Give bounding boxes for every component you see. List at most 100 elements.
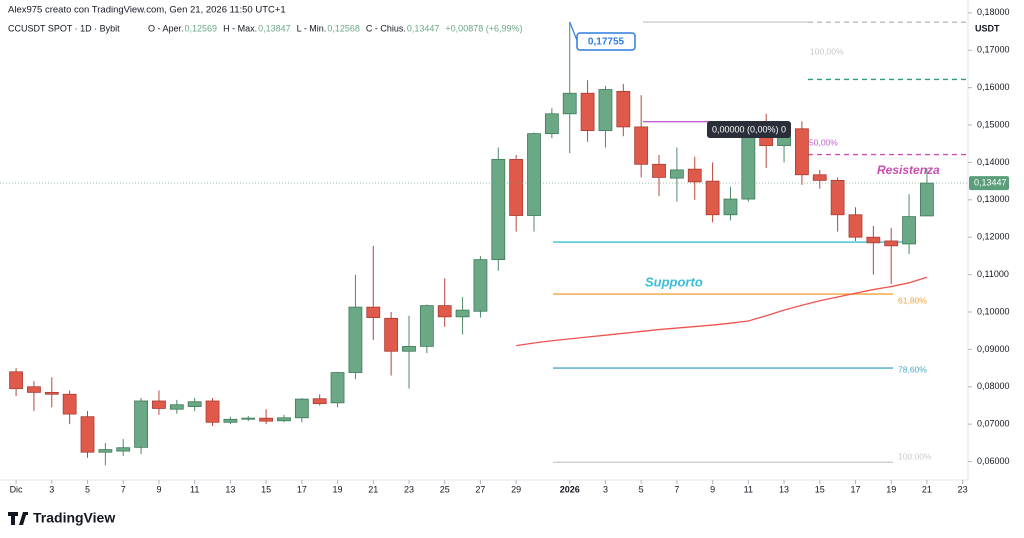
candle-body bbox=[27, 386, 41, 393]
candle-body bbox=[634, 126, 649, 165]
candle-body bbox=[437, 305, 452, 318]
candle-body bbox=[812, 174, 827, 181]
candle-body bbox=[884, 240, 899, 247]
candle-body bbox=[830, 179, 845, 216]
candle-body bbox=[259, 417, 274, 422]
ohlc-value: 0,12569 bbox=[185, 23, 218, 33]
moving-average bbox=[516, 276, 928, 347]
ohlc-label: L - Min. bbox=[297, 23, 327, 33]
callout-label: 0,17755 bbox=[588, 37, 625, 48]
y-tick-label: 0,07000 bbox=[977, 419, 1010, 429]
y-tick-label: 0,17000 bbox=[977, 45, 1010, 55]
x-tick-label: 17 bbox=[297, 484, 307, 494]
candle-body bbox=[223, 418, 238, 423]
candle-body bbox=[848, 214, 863, 238]
x-tick-label: 5 bbox=[639, 484, 644, 494]
candle-body bbox=[44, 391, 59, 395]
candle-body bbox=[669, 169, 684, 179]
ohlc-label: C - Chius. bbox=[366, 23, 406, 33]
x-tick-label: 21 bbox=[922, 484, 932, 494]
candle-body bbox=[652, 163, 666, 178]
ohlc-value: 0,13447 bbox=[407, 23, 440, 33]
level-label: 78,60% bbox=[898, 364, 927, 374]
y-tick-label: 0,06000 bbox=[977, 456, 1010, 466]
level-label: 100,00% bbox=[898, 451, 932, 461]
x-tick-label: 13 bbox=[779, 484, 789, 494]
ohlc-value: 0,12568 bbox=[327, 23, 360, 33]
x-tick-label: 3 bbox=[603, 484, 608, 494]
candle-body bbox=[598, 89, 613, 132]
candle-body bbox=[473, 259, 488, 312]
last-price-tag bbox=[969, 176, 1009, 191]
x-tick-label: 13 bbox=[225, 484, 235, 494]
x-tick-label: 17 bbox=[850, 484, 860, 494]
x-tick-label: 27 bbox=[475, 484, 485, 494]
x-tick-label: 9 bbox=[156, 484, 161, 494]
candle-body bbox=[920, 182, 934, 217]
y-tick-label: 0,12000 bbox=[977, 232, 1010, 242]
candle-body bbox=[509, 159, 524, 216]
callout-box bbox=[576, 32, 636, 51]
x-tick-label: 23 bbox=[958, 484, 968, 494]
candle-body bbox=[330, 372, 345, 404]
candle-body bbox=[366, 306, 381, 318]
x-tick-label: 29 bbox=[511, 484, 521, 494]
y-tick-label: 0,10000 bbox=[977, 306, 1010, 316]
candle-body bbox=[866, 236, 881, 244]
x-tick-label: 25 bbox=[440, 484, 450, 494]
x-tick-label: 11 bbox=[190, 484, 199, 494]
y-tick-label: 0,14000 bbox=[977, 157, 1010, 167]
y-tick-label: 0,11000 bbox=[977, 269, 1009, 279]
candle-body bbox=[9, 371, 23, 390]
x-tick-label: 19 bbox=[333, 484, 343, 494]
y-tick-label: 0,16000 bbox=[977, 82, 1010, 92]
candle-body bbox=[98, 449, 113, 453]
x-tick-label: 21 bbox=[368, 484, 378, 494]
candle-body bbox=[616, 90, 631, 128]
candle-body bbox=[80, 416, 95, 453]
candle-body bbox=[705, 180, 720, 216]
level-label: 50,00% bbox=[809, 137, 838, 147]
candle-body bbox=[455, 309, 470, 318]
last-price-label: 0,13447 bbox=[974, 177, 1007, 187]
brand-logo: TradingView bbox=[8, 510, 115, 526]
candle-body bbox=[134, 400, 148, 448]
candle-body bbox=[312, 398, 327, 404]
candle-body bbox=[580, 92, 595, 132]
candle-body bbox=[402, 345, 416, 352]
annotation: Resistenza bbox=[877, 163, 940, 177]
candle-body bbox=[902, 216, 916, 245]
candle-body bbox=[491, 159, 506, 261]
candle-body bbox=[116, 447, 131, 452]
brand: TradingView bbox=[33, 510, 115, 526]
candle-body bbox=[348, 306, 363, 373]
x-tick-label: Dic bbox=[10, 484, 23, 494]
x-tick-label: 7 bbox=[121, 484, 126, 494]
chart-title: CCUSDT SPOT · 1D · Bybit bbox=[8, 23, 120, 33]
candle-body bbox=[187, 401, 202, 407]
attribution: Alex975 creato con TradingView.com, Gen … bbox=[8, 5, 286, 16]
x-tick-label: 15 bbox=[815, 484, 825, 494]
level-label: 61,80% bbox=[898, 295, 927, 305]
candle-body bbox=[384, 317, 399, 352]
x-tick-label: 23 bbox=[404, 484, 414, 494]
ohlc-label: H - Max. bbox=[223, 23, 257, 33]
annotation: Supporto bbox=[645, 274, 703, 289]
candle-body bbox=[544, 113, 559, 135]
level-label: 100,00% bbox=[810, 46, 844, 56]
tooltip-text: 0,00000 (0,00%) 0 bbox=[712, 124, 786, 134]
tooltip-box bbox=[707, 121, 791, 138]
candle-body bbox=[294, 398, 309, 419]
candle-body bbox=[741, 131, 756, 200]
x-tick-label: 11 bbox=[744, 484, 753, 494]
candle-body bbox=[723, 198, 738, 216]
x-tick-label: 5 bbox=[85, 484, 90, 494]
candle-body bbox=[62, 393, 77, 415]
candle-body bbox=[795, 128, 809, 176]
x-tick-label: 3 bbox=[49, 484, 54, 494]
x-tick-label: 2026 bbox=[560, 484, 580, 494]
y-tick-label: 0,18000 bbox=[977, 7, 1010, 17]
candle-body bbox=[687, 168, 702, 183]
y-tick-label: 0,08000 bbox=[977, 381, 1010, 391]
